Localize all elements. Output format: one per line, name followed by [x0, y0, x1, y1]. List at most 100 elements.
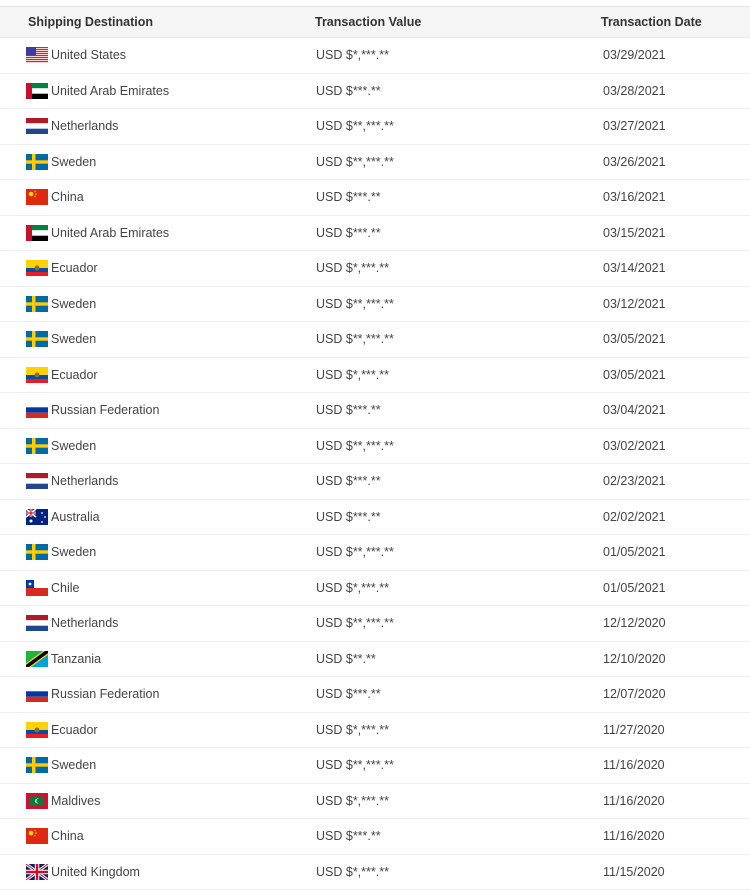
- shipping-destination-cell: Netherlands: [26, 606, 118, 641]
- nl-flag-icon: [26, 473, 48, 490]
- transaction-value: USD $**,***.**: [316, 296, 394, 311]
- table-row[interactable]: Sweden USD $**,***.** 11/16/2020: [0, 748, 750, 784]
- country-name: United Kingdom: [51, 864, 140, 879]
- table-row[interactable]: Netherlands USD $**,***.** 12/12/2020: [0, 606, 750, 642]
- shipping-destination-cell: Ecuador: [26, 251, 98, 286]
- table-row[interactable]: Ecuador USD $*,***.** 11/27/2020: [0, 713, 750, 748]
- au-flag-icon: [26, 508, 48, 525]
- shipping-destination-cell: Sweden: [26, 748, 96, 783]
- transaction-date: 02/02/2021: [603, 509, 666, 524]
- us-flag-icon: [26, 47, 48, 64]
- table-row[interactable]: Russian Federation USD $***.** 03/04/202…: [0, 393, 750, 429]
- transaction-value: USD $***.**: [316, 403, 381, 418]
- country-name: Sweden: [51, 154, 97, 169]
- transaction-value: USD $**,***.**: [316, 438, 394, 453]
- shipping-destination-cell: Sweden: [26, 287, 96, 322]
- transaction-date: 03/12/2021: [603, 296, 666, 311]
- cn-flag-icon: [26, 189, 48, 206]
- table-row[interactable]: Ecuador USD $*,***.** 03/14/2021: [0, 251, 750, 287]
- table-row[interactable]: Netherlands USD $**,***.** 03/27/2021: [0, 109, 750, 145]
- table-row[interactable]: Ecuador USD $*,***.** 03/05/2021: [0, 358, 750, 393]
- transaction-value: USD $**.**: [316, 651, 376, 666]
- country-name: Russian Federation: [51, 403, 160, 418]
- table-row[interactable]: China USD $***.** 11/16/2020: [0, 819, 750, 855]
- table-row[interactable]: Sweden USD $**,***.** 03/12/2021: [0, 287, 750, 322]
- transaction-date: 03/15/2021: [603, 225, 666, 240]
- ru-flag-icon: [26, 402, 48, 419]
- transaction-value: USD $**,***.**: [316, 616, 394, 631]
- table-row[interactable]: Russian Federation USD $***.** 12/07/202…: [0, 677, 750, 713]
- shipping-destination-cell: Maldives: [26, 784, 100, 819]
- table-row[interactable]: Maldives USD $*,***.** 11/16/2020: [0, 784, 750, 819]
- country-name: Netherlands: [51, 119, 119, 134]
- country-name: China: [51, 190, 84, 205]
- transaction-date: 11/16/2020: [603, 829, 665, 844]
- cl-flag-icon: [26, 579, 48, 596]
- table-row[interactable]: Tanzania USD $**.** 12/10/2020: [0, 642, 750, 677]
- se-flag-icon: [26, 757, 48, 774]
- country-name: China: [51, 829, 84, 844]
- shipping-destination-cell: Netherlands: [26, 109, 118, 144]
- ae-flag-icon: [26, 82, 48, 99]
- nl-flag-icon: [26, 118, 48, 135]
- table-row[interactable]: Chile USD $*,***.** 01/05/2021: [0, 571, 750, 606]
- transaction-date: 12/12/2020: [603, 616, 666, 631]
- shipping-destination-cell: United Arab Emirates: [26, 216, 169, 251]
- transaction-date: 03/28/2021: [603, 83, 666, 98]
- transaction-value: USD $***.**: [316, 687, 381, 702]
- table-row[interactable]: Sweden USD $**,***.** 01/05/2021: [0, 535, 750, 571]
- table-row[interactable]: Sweden USD $**,***.** 03/05/2021: [0, 322, 750, 358]
- transaction-value: USD $*,***.**: [316, 48, 389, 63]
- country-name: Ecuador: [51, 261, 98, 276]
- shipping-destination-cell: Sweden: [26, 322, 96, 357]
- transaction-date: 03/02/2021: [603, 438, 666, 453]
- transaction-value: USD $*,***.**: [316, 367, 389, 382]
- table-row[interactable]: United States USD $*,***.** 03/29/2021: [0, 38, 750, 74]
- shipping-destination-cell: Sweden: [26, 429, 96, 464]
- transaction-date: 03/04/2021: [603, 403, 666, 418]
- table-row[interactable]: China USD $***.** 03/16/2021: [0, 180, 750, 216]
- ec-flag-icon: [26, 721, 48, 738]
- transaction-date: 03/14/2021: [603, 261, 666, 276]
- transaction-value: USD $**,***.**: [316, 545, 394, 560]
- table-row[interactable]: United Arab Emirates USD $***.** 03/15/2…: [0, 216, 750, 251]
- se-flag-icon: [26, 331, 48, 348]
- transaction-value: USD $**,***.**: [316, 332, 394, 347]
- transaction-date: 03/05/2021: [603, 332, 666, 347]
- ru-flag-icon: [26, 686, 48, 703]
- transaction-date: 01/05/2021: [603, 545, 666, 560]
- shipping-destination-cell: Tanzania: [26, 642, 101, 677]
- table-row[interactable]: Australia USD $***.** 02/02/2021: [0, 500, 750, 535]
- shipping-destination-cell: Netherlands: [26, 464, 118, 499]
- country-name: Maldives: [51, 793, 101, 808]
- country-name: Sweden: [51, 545, 97, 560]
- table-row[interactable]: Netherlands USD $***.** 02/23/2021: [0, 464, 750, 500]
- header-transaction-value[interactable]: Transaction Value: [315, 15, 422, 29]
- transaction-value: USD $***.**: [316, 190, 381, 205]
- header-shipping-destination[interactable]: Shipping Destination: [28, 15, 153, 29]
- table-body: United States USD $*,***.** 03/29/2021 U…: [0, 38, 750, 890]
- transaction-date: 11/16/2020: [603, 758, 665, 773]
- ec-flag-icon: [26, 366, 48, 383]
- table-row[interactable]: United Kingdom USD $*,***.** 11/15/2020: [0, 855, 750, 890]
- header-transaction-date[interactable]: Transaction Date: [601, 15, 702, 29]
- transaction-value: USD $*,***.**: [316, 261, 389, 276]
- table-row[interactable]: United Arab Emirates USD $***.** 03/28/2…: [0, 74, 750, 109]
- country-name: Russian Federation: [51, 687, 160, 702]
- cn-flag-icon: [26, 828, 48, 845]
- shipping-destination-cell: United States: [26, 38, 126, 73]
- ec-flag-icon: [26, 260, 48, 277]
- country-name: United Arab Emirates: [51, 83, 170, 98]
- table-row[interactable]: Sweden USD $**,***.** 03/26/2021: [0, 145, 750, 180]
- shipping-destination-cell: Ecuador: [26, 358, 98, 393]
- transaction-date: 03/27/2021: [603, 119, 666, 134]
- transaction-value: USD $**,***.**: [316, 119, 394, 134]
- country-name: Chile: [51, 580, 80, 595]
- transaction-value: USD $***.**: [316, 474, 381, 489]
- shipping-destination-cell: Sweden: [26, 145, 96, 180]
- transaction-value: USD $*,***.**: [316, 580, 389, 595]
- table-row[interactable]: Sweden USD $**,***.** 03/02/2021: [0, 429, 750, 464]
- transaction-date: 03/05/2021: [603, 367, 666, 382]
- transaction-date: 11/15/2020: [603, 864, 665, 879]
- shipping-destination-cell: Australia: [26, 500, 100, 535]
